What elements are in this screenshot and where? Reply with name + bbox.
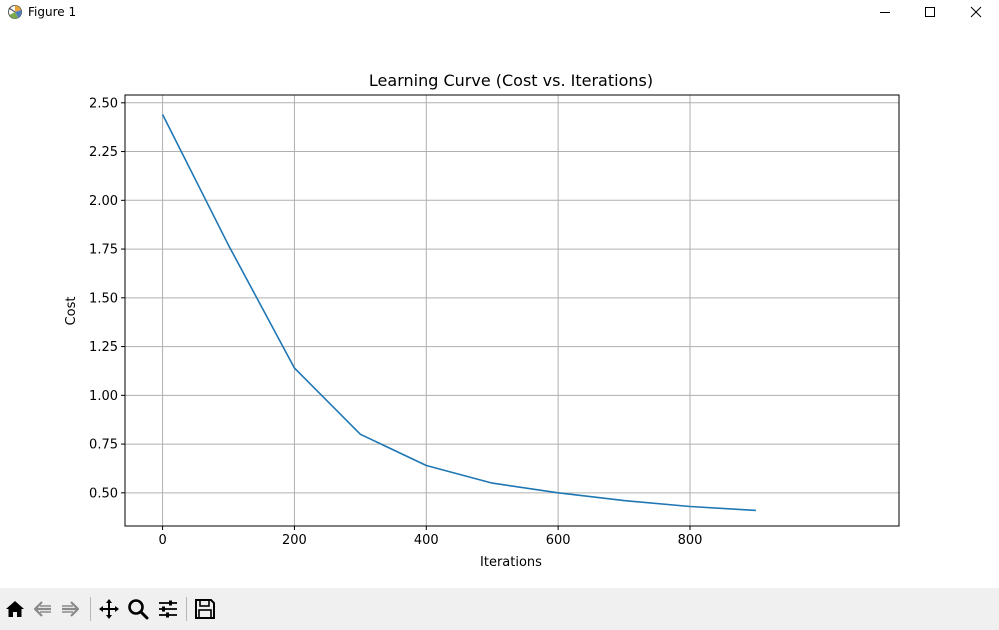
maximize-button[interactable] xyxy=(907,0,953,24)
zoom-icon xyxy=(128,599,149,620)
minimize-button[interactable] xyxy=(862,0,908,24)
navigation-toolbar xyxy=(0,588,999,630)
save-button[interactable] xyxy=(192,596,218,622)
y-tick-label: 1.75 xyxy=(89,243,118,258)
pan-icon xyxy=(99,599,119,619)
figure-canvas[interactable]: 0 200 400 600 800 0.50 0.75 1.00 1.25 1.50 1.75 2.… xyxy=(0,24,999,588)
home-button[interactable] xyxy=(2,596,28,622)
x-tick-label: 400 xyxy=(414,533,439,548)
y-tick-label: 1.50 xyxy=(89,291,118,306)
back-icon xyxy=(33,601,51,617)
series-line xyxy=(161,114,756,512)
line-chart: 0 200 400 600 800 0.50 0.75 1.00 1.25 1.50 1.75 2.… xyxy=(64,71,900,570)
pan-button[interactable] xyxy=(96,596,122,622)
y-tick-label: 1.00 xyxy=(89,389,118,404)
y-axis-label: Cost xyxy=(64,297,79,326)
maximize-icon xyxy=(925,7,935,17)
x-axis-label: Iterations xyxy=(480,555,542,570)
configure-subplots-button[interactable] xyxy=(155,596,181,622)
home-icon xyxy=(6,601,24,617)
x-tick-label: 200 xyxy=(282,533,307,548)
zoom-button[interactable] xyxy=(125,596,151,622)
close-button[interactable] xyxy=(953,0,999,24)
y-tick-label: 2.25 xyxy=(89,145,118,160)
matplotlib-figure-icon xyxy=(8,5,22,19)
x-tick-label: 0 xyxy=(158,533,166,548)
y-tick-label: 0.75 xyxy=(89,438,118,453)
configure-subplots-icon xyxy=(159,600,177,618)
back-button[interactable] xyxy=(30,596,56,622)
y-tick-labels: 0.50 0.75 1.00 1.25 1.50 1.75 2.00 2.25 2.50 xyxy=(89,96,118,501)
y-tick-label: 0.50 xyxy=(89,486,118,501)
save-icon xyxy=(195,599,215,619)
grid-lines xyxy=(125,95,899,526)
toolbar-separator xyxy=(90,597,91,621)
y-tick-label: 2.50 xyxy=(89,96,118,111)
chart-title: Learning Curve (Cost vs. Iterations) xyxy=(369,71,653,90)
tick-marks xyxy=(121,102,691,530)
x-tick-label: 600 xyxy=(546,533,571,548)
x-tick-label: 800 xyxy=(678,533,703,548)
forward-icon xyxy=(62,601,80,617)
y-tick-label: 1.25 xyxy=(89,340,118,355)
minimize-icon xyxy=(880,12,890,13)
forward-button[interactable] xyxy=(57,596,83,622)
window-titlebar: Figure 1 xyxy=(0,0,999,24)
window-title: Figure 1 xyxy=(28,5,77,19)
x-tick-labels: 0 200 400 600 800 xyxy=(158,533,702,548)
y-tick-label: 2.00 xyxy=(89,194,118,209)
series-layer xyxy=(161,114,756,512)
axes-frame xyxy=(124,94,900,527)
close-icon xyxy=(970,6,982,18)
toolbar-separator xyxy=(186,597,187,621)
